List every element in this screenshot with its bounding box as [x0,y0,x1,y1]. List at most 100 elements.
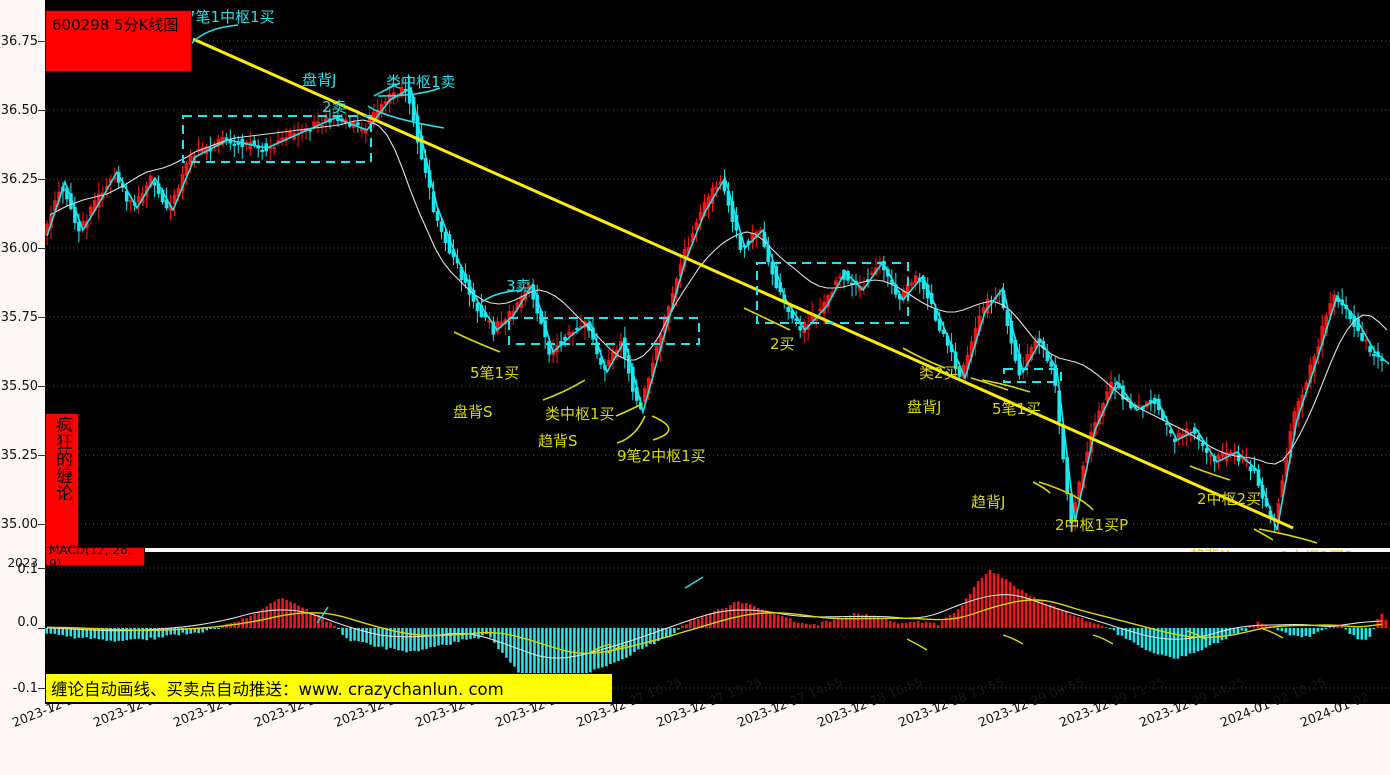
macd-bar [177,628,181,636]
macd-bar [685,624,688,628]
macd-bar [1020,590,1024,628]
macd-bar [349,628,352,642]
macd-bar [1012,585,1016,628]
macd-bar [277,598,280,628]
macd-bar [1188,628,1192,654]
macd-bar [764,610,768,628]
macd-tick-label: -0.1 [12,681,38,696]
macd-bar [429,628,432,648]
macd-bar [613,628,616,663]
candle-body [642,388,647,403]
candle-body [475,302,480,312]
macd-bar [201,628,204,633]
macd-bar [980,577,984,628]
price-chart-panel [45,0,1390,548]
candle-body [738,234,743,250]
candle-body [364,130,368,134]
macd-bar [1180,628,1184,657]
macd-bar [53,628,57,634]
macd-bar [57,628,61,635]
macd-bar [345,628,348,639]
candle-body [1248,466,1253,472]
macd-bar [441,628,444,645]
macd-bar [924,621,928,628]
macd-bar [1124,628,1128,639]
y-tick-label: 35.25 [0,448,38,463]
macd-bar [876,616,880,628]
macd-bar [713,610,716,628]
macd-bar [213,628,216,629]
macd-bar [409,628,412,652]
macd-bar [325,621,328,628]
candle-body [260,149,264,153]
macd-bar [836,617,840,628]
promo-banner[interactable]: 缠论自动画线、买卖点自动推送：www. crazychanlun. com [45,673,613,703]
macd-bar [1100,625,1104,628]
macd-bar [65,628,69,637]
macd-bar [497,628,500,650]
macd-bar [645,628,648,647]
macd-bar [49,628,53,634]
macd-bar [601,628,604,668]
macd-bar [1264,625,1268,628]
macd-bar [940,620,944,628]
macd-bar [1008,582,1012,628]
macd-bar [133,628,137,639]
macd-bar [89,628,93,639]
macd-bar [169,628,173,635]
macd-bar [161,628,165,638]
candle-body [698,211,703,222]
candle-body [567,331,571,335]
macd-bar [796,622,800,628]
macd-bar [681,625,684,628]
macd-bar [848,615,852,628]
macd-bar [425,628,428,649]
macd-bar [421,628,424,650]
macd-bar [824,620,828,628]
macd-bar [760,609,764,628]
macd-bar [1236,628,1240,634]
macd-bar [145,628,149,641]
macd-bar [736,601,740,628]
macd-bar [1156,628,1160,655]
candle-body [1105,391,1109,401]
macd-bar [936,625,940,628]
candle-body [356,122,360,126]
candle-body [1200,442,1205,446]
macd-bar [569,628,572,681]
macd-bar [357,628,360,642]
candle-body [1165,422,1169,425]
moving-average-line [49,119,1388,465]
macd-bar [1108,628,1112,629]
x-tick [1340,704,1341,711]
candle-body [1172,438,1177,443]
x-tick [52,704,53,711]
macd-bar [920,622,924,628]
candle-body [1033,341,1038,349]
macd-bar [1240,628,1244,631]
macd-bar [221,626,224,628]
candle-body [599,357,603,365]
macd-bar [1184,628,1188,657]
candle-body [188,155,193,165]
macd-bar [1096,624,1100,628]
macd-bar [605,628,608,667]
macd-bar [964,598,968,628]
stray-year-label: 2023 [7,556,38,570]
macd-bar [812,623,816,628]
promo-banner-text: 缠论自动画线、买卖点自动推送：www. crazychanlun. com [51,680,504,699]
macd-bar [1172,628,1176,659]
x-tick [857,704,858,711]
macd-bar [1332,626,1336,628]
macd-bar [61,628,65,635]
macd-bar [581,628,584,677]
macd-bar [265,606,268,628]
candle-body [794,318,799,321]
macd-bar [625,628,628,658]
macd-bar [557,628,560,684]
macd-legend-text: MACD(12, 26, 9) [49,542,132,571]
candle-body [1216,454,1221,460]
macd-legend-box: MACD(12, 26, 9) [45,543,145,571]
macd-bar [305,608,308,628]
macd-bar [1292,628,1296,636]
